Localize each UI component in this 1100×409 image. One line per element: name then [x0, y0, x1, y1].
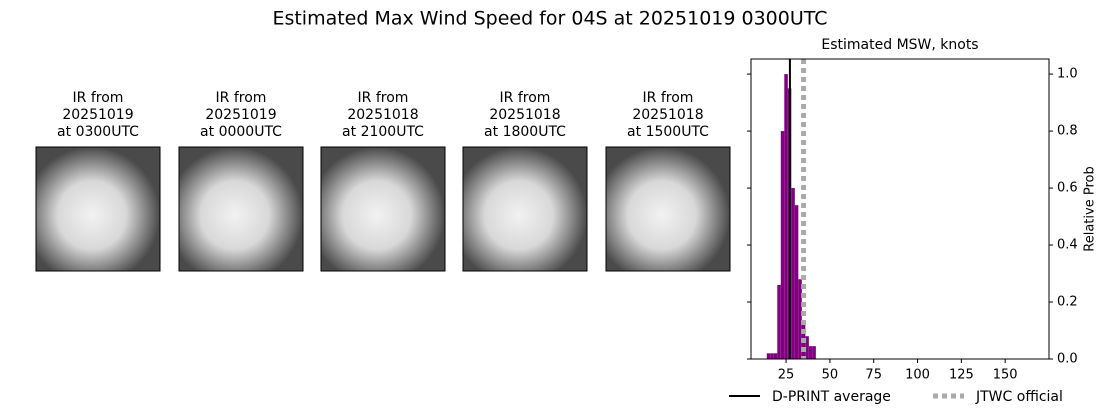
- y-tick-label: 0.2: [1057, 295, 1078, 310]
- bar: [777, 284, 781, 359]
- x-tick-label: 25: [778, 368, 795, 383]
- ir-image: [178, 146, 304, 272]
- bar: [773, 353, 778, 359]
- ir-image: [462, 146, 588, 272]
- bar: [805, 336, 809, 359]
- bar: [808, 346, 813, 359]
- panel-label: at 2100UTC: [342, 124, 424, 140]
- panel-label: 20251019: [205, 107, 276, 123]
- panel-label: IR from: [358, 90, 409, 106]
- y-tick-label: 0.6: [1057, 181, 1078, 196]
- panel-label: IR from: [500, 90, 551, 106]
- panel-label: 20251019: [62, 107, 133, 123]
- bar: [766, 353, 771, 359]
- ir-image: [605, 146, 731, 272]
- y-axis-label: Relative Prob: [1083, 166, 1098, 251]
- panel-label: at 0000UTC: [200, 124, 282, 140]
- legend-label: JTWC official: [975, 389, 1063, 405]
- bar: [780, 131, 785, 359]
- panel-label: at 1500UTC: [627, 124, 709, 140]
- panel-label: IR from: [216, 90, 267, 106]
- panel-label: at 0300UTC: [57, 124, 139, 140]
- chart-title: Estimated MSW, knots: [821, 37, 978, 53]
- bar: [791, 188, 795, 359]
- x-tick-label: 150: [993, 368, 1018, 383]
- panel-label: IR from: [643, 90, 694, 106]
- panel-label: 20251018: [347, 107, 418, 123]
- page-title: Estimated Max Wind Speed for 04S at 2025…: [272, 8, 827, 30]
- y-tick-label: 0.4: [1057, 238, 1078, 253]
- panel-label: IR from: [73, 90, 124, 106]
- plot-frame: [750, 58, 1050, 360]
- bar: [812, 346, 816, 359]
- x-tick-label: 100: [905, 368, 930, 383]
- x-tick-label: 75: [865, 368, 882, 383]
- panel-label: 20251018: [632, 107, 703, 123]
- bar: [798, 279, 802, 359]
- ir-image: [35, 146, 161, 272]
- y-tick-label: 1.0: [1057, 67, 1078, 82]
- bar: [784, 74, 788, 359]
- x-tick-label: 125: [949, 368, 974, 383]
- panel-label: at 1800UTC: [484, 124, 566, 140]
- x-tick-label: 50: [822, 368, 839, 383]
- y-tick-label: 0.0: [1057, 352, 1078, 367]
- bar: [794, 205, 799, 359]
- legend-label: D-PRINT average: [772, 389, 891, 405]
- bar: [770, 353, 774, 359]
- ir-image: [320, 146, 446, 272]
- panel-label: 20251018: [489, 107, 560, 123]
- y-tick-label: 0.8: [1057, 124, 1078, 139]
